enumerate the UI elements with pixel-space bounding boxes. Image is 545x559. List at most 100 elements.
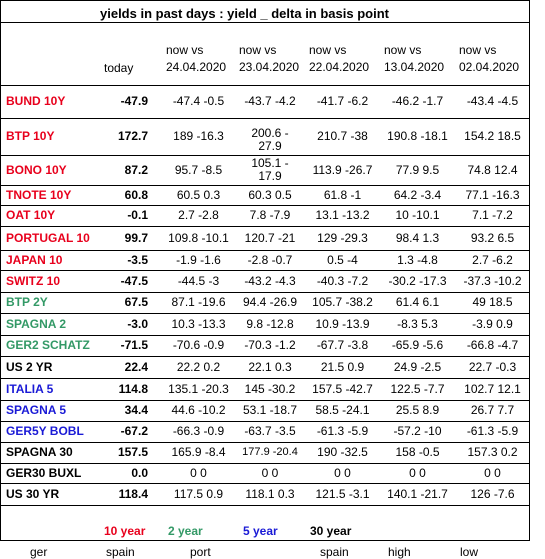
delta-cell: -37.3 -10.2 <box>463 273 522 288</box>
today-value: -3.0 <box>127 316 148 331</box>
row-name: SPAGNA 5 <box>6 403 67 417</box>
delta-cell: -70.6 -0.9 <box>172 338 225 352</box>
delta-cell: -1.9 -1.6 <box>176 252 221 267</box>
delta-cell: 158 -0.5 <box>395 445 440 459</box>
row-name: BONO 10Y <box>6 162 67 177</box>
delta-cell: 77.1 -16.3 <box>465 187 520 202</box>
footer-label: port <box>190 545 211 559</box>
delta-cell: 190 -32.5 <box>317 445 368 459</box>
today-value: 22.4 <box>124 359 148 374</box>
delta-cell: -65.9 -5.6 <box>391 338 444 352</box>
footer-label: low <box>460 545 479 559</box>
delta-cell: 60.5 0.3 <box>176 187 221 202</box>
header-line2: 13.04.2020 <box>384 60 445 74</box>
delta-cell: 154.2 18.5 <box>464 129 521 143</box>
today-value: 172.7 <box>117 129 148 143</box>
delta-cell: 60.3 0.5 <box>248 187 292 202</box>
delta-cell: 10.3 -13.3 <box>171 316 226 331</box>
delta-cell: 135.1 -20.3 <box>168 381 229 396</box>
header-line1: now vs <box>166 43 204 57</box>
delta-cell: 145 -30.2 <box>244 381 296 396</box>
delta-cell: 13.1 -13.2 <box>315 208 370 222</box>
delta-cell: -30.2 -17.3 <box>388 273 447 288</box>
today-value: -0.1 <box>127 208 148 222</box>
today-value: 0.0 <box>131 465 148 480</box>
delta-cell: 93.2 6.5 <box>470 230 515 245</box>
delta-cell: 44.6 -10.2 <box>171 403 226 417</box>
delta-cell: 210.7 -38 <box>317 129 368 143</box>
delta-cell: -57.2 -10 <box>393 424 442 438</box>
delta-cell: 25.5 8.9 <box>395 403 440 417</box>
row-rule <box>0 505 530 506</box>
row-rule <box>0 421 530 422</box>
delta-cell: 58.5 -24.1 <box>315 403 370 417</box>
today-value: 114.8 <box>118 381 148 396</box>
delta-cell: 77.9 9.5 <box>395 162 440 177</box>
delta-cell: 0 0 <box>261 465 279 480</box>
delta-cell: 129 -29.3 <box>317 230 368 245</box>
delta-cell: 120.7 -21 <box>244 230 296 245</box>
row-rule <box>0 356 530 357</box>
delta-cell: 189 -16.3 <box>173 129 224 143</box>
delta-cell: -70.3 -1.2 <box>244 338 296 352</box>
delta-cell: 0 0 <box>334 465 351 480</box>
delta-cell: 10 -10.1 <box>395 208 440 222</box>
delta-cell: 177.9 -20.4 <box>242 446 298 458</box>
row-rule <box>0 400 530 401</box>
delta-cell: 190.8 -18.1 <box>387 129 448 143</box>
today-value: -47.5 <box>120 273 148 288</box>
footer-label: spain <box>320 545 349 559</box>
title: yields in past days : yield _ delta in b… <box>100 6 389 21</box>
delta-cell: -44.5 -3 <box>177 273 220 288</box>
row-name: ITALIA 5 <box>6 381 54 396</box>
delta-cell: -43.2 -4.3 <box>244 273 296 288</box>
delta-cell: 0 0 <box>409 465 426 480</box>
delta-cell: 200.6 - 27.9 <box>251 126 289 153</box>
row-rule <box>0 442 530 443</box>
delta-cell: 94.4 -26.9 <box>242 295 298 309</box>
delta-cell: -47.4 -0.5 <box>172 94 225 108</box>
legend-label: 10 year <box>104 524 146 538</box>
legend-label: 30 year <box>310 524 352 538</box>
delta-cell: 22.7 -0.3 <box>468 359 517 374</box>
delta-cell: 140.1 -21.7 <box>387 486 448 501</box>
delta-cell: 122.5 -7.7 <box>390 381 445 396</box>
delta-cell: 105.1 - 17.9 <box>251 156 289 183</box>
row-rule <box>0 185 530 186</box>
delta-cell: 74.8 12.4 <box>467 162 518 177</box>
delta-cell: -43.7 -4.2 <box>244 94 296 108</box>
today-value: 60.8 <box>124 187 148 202</box>
today-value: 67.5 <box>124 295 148 309</box>
row-rule <box>0 313 530 314</box>
delta-cell: -41.7 -6.2 <box>316 94 369 108</box>
row-name: OAT 10Y <box>6 208 56 222</box>
delta-cell: 113.9 -26.7 <box>312 162 373 177</box>
delta-cell: 126 -7.6 <box>470 486 515 501</box>
header-line1: now vs <box>239 43 277 57</box>
row-name: PORTUGAL 10 <box>6 230 90 245</box>
header-line1: now vs <box>309 43 347 57</box>
delta-cell: -61.3 -5.9 <box>466 424 519 438</box>
delta-cell: -66.8 -4.7 <box>466 338 519 352</box>
header-line2: 02.04.2020 <box>459 60 520 74</box>
row-rule <box>0 378 530 379</box>
delta-cell: 22.1 0.3 <box>248 359 292 374</box>
today-value: -71.5 <box>120 338 148 352</box>
row-name: BUND 10Y <box>6 94 66 108</box>
rule <box>0 22 530 23</box>
delta-cell: -40.3 -7.2 <box>316 273 369 288</box>
today-value: 118.4 <box>118 486 148 501</box>
delta-cell: -67.7 -3.8 <box>316 338 369 352</box>
delta-cell: 24.9 -2.5 <box>393 359 442 374</box>
row-rule <box>0 292 530 293</box>
delta-cell: 7.8 -7.9 <box>249 208 291 222</box>
delta-cell: 157.3 0.2 <box>467 445 518 459</box>
delta-cell: 117.5 0.9 <box>173 486 224 501</box>
row-name: US 2 YR <box>6 359 53 374</box>
delta-cell: 157.5 -42.7 <box>312 381 373 396</box>
delta-cell: 1.3 -4.8 <box>397 252 438 267</box>
row-name: SWITZ 10 <box>6 273 61 288</box>
row-name: BTP 2Y <box>6 295 48 309</box>
row-name: GER30 BUXL <box>6 465 82 480</box>
header-line2: 22.04.2020 <box>309 60 370 74</box>
